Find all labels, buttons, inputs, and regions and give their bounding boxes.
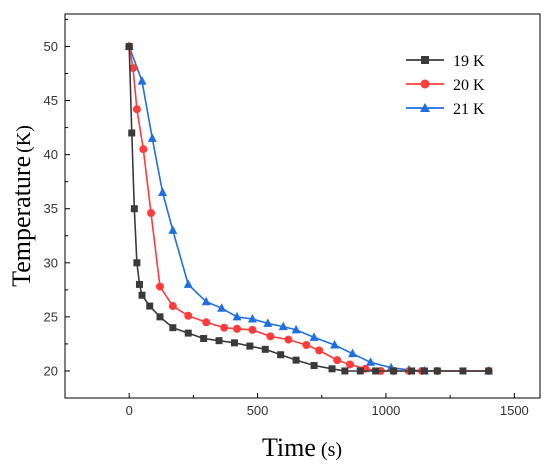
- data-point: [156, 313, 164, 321]
- data-point: [263, 318, 273, 327]
- data-point: [408, 367, 416, 375]
- data-point: [184, 311, 193, 320]
- x-axis-ticks: 0 500 1000 1500: [64, 393, 529, 418]
- legend-marker-triangle-icon: [420, 103, 430, 112]
- data-point: [133, 259, 141, 267]
- data-point: [128, 129, 136, 137]
- data-point: [310, 362, 318, 370]
- data-point: [266, 332, 275, 341]
- series-triangle: [124, 41, 494, 375]
- data-point: [291, 324, 301, 334]
- data-point: [201, 296, 211, 306]
- data-point: [146, 302, 154, 310]
- y-axis-title-unit: (K): [13, 125, 35, 153]
- data-point: [390, 367, 398, 375]
- data-point: [292, 356, 300, 364]
- y-axis-title: Temperature (K): [7, 125, 36, 287]
- data-point: [233, 324, 242, 333]
- legend-item-20k: 20 K: [406, 77, 485, 94]
- legend-marker-circle-icon: [420, 79, 430, 89]
- data-point: [137, 76, 147, 85]
- x-tick-label: 1500: [500, 403, 529, 418]
- data-point: [130, 205, 138, 213]
- data-point: [330, 339, 340, 349]
- series-square: [125, 42, 493, 375]
- data-point: [366, 357, 376, 366]
- data-point: [129, 64, 138, 73]
- data-point: [202, 318, 211, 327]
- y-axis-ticks: 20 25 30 35 40 45 50: [44, 18, 70, 399]
- y-tick-label: 35: [44, 201, 58, 216]
- data-point: [459, 367, 467, 375]
- series-line: [128, 46, 489, 372]
- data-point: [184, 329, 192, 337]
- legend-label-21k: 21 K: [453, 101, 485, 118]
- data-point: [248, 325, 257, 334]
- y-tick-label: 30: [44, 255, 58, 270]
- series-layer: [124, 41, 494, 375]
- data-point: [232, 311, 242, 321]
- legend-item-21k: 21 K: [406, 101, 485, 118]
- y-tick-label: 25: [44, 309, 58, 324]
- data-point: [328, 365, 336, 373]
- x-tick-label: 0: [126, 403, 133, 418]
- data-point: [372, 367, 380, 375]
- data-point: [284, 335, 293, 344]
- x-tick-label: 500: [247, 403, 269, 418]
- data-point: [200, 335, 208, 343]
- data-point: [168, 302, 177, 311]
- data-point: [217, 303, 227, 312]
- legend-marker-square-icon: [421, 56, 429, 64]
- legend-label-20k: 20 K: [453, 77, 485, 94]
- data-point: [315, 346, 324, 355]
- y-tick-label: 50: [44, 39, 58, 54]
- x-tick-label: 1000: [371, 403, 400, 418]
- data-point: [215, 337, 223, 345]
- data-point: [147, 209, 156, 218]
- data-point: [433, 367, 441, 375]
- data-point: [309, 332, 319, 341]
- data-point: [138, 291, 146, 299]
- data-point: [147, 133, 157, 142]
- plot-frame: [64, 13, 541, 399]
- data-point: [135, 280, 143, 288]
- x-axis-title: Time (s): [262, 433, 342, 462]
- data-point: [278, 321, 288, 331]
- data-point: [125, 42, 133, 50]
- data-point: [183, 279, 193, 288]
- data-point: [246, 342, 254, 350]
- series-circle: [125, 42, 493, 375]
- data-point: [302, 340, 311, 349]
- data-point: [247, 314, 257, 323]
- series-line: [128, 46, 489, 372]
- data-point: [169, 324, 177, 332]
- y-tick-label: 45: [44, 93, 58, 108]
- data-point: [485, 367, 493, 375]
- y-tick-label: 20: [44, 363, 58, 378]
- data-point: [220, 323, 229, 332]
- y-tick-label: 40: [44, 147, 58, 162]
- data-point: [277, 351, 285, 359]
- data-point: [348, 348, 358, 358]
- data-point: [420, 367, 428, 375]
- data-point: [132, 105, 141, 114]
- data-point: [356, 367, 364, 375]
- data-point: [139, 145, 148, 154]
- legend-label-19k: 19 K: [453, 53, 485, 70]
- data-point: [156, 282, 164, 291]
- x-axis-title-unit: (s): [321, 439, 342, 461]
- data-point: [333, 356, 342, 365]
- data-point: [230, 339, 238, 347]
- data-point: [341, 367, 349, 375]
- legend: 19 K 20 K 21 K: [406, 53, 485, 118]
- data-point: [261, 345, 269, 353]
- x-axis-title-main: Time: [262, 433, 316, 462]
- y-axis-title-main: Temperature: [7, 156, 36, 287]
- data-point: [168, 225, 178, 234]
- data-point: [346, 360, 354, 369]
- data-point: [158, 187, 168, 196]
- series-line: [128, 46, 489, 372]
- legend-item-19k: 19 K: [406, 53, 485, 70]
